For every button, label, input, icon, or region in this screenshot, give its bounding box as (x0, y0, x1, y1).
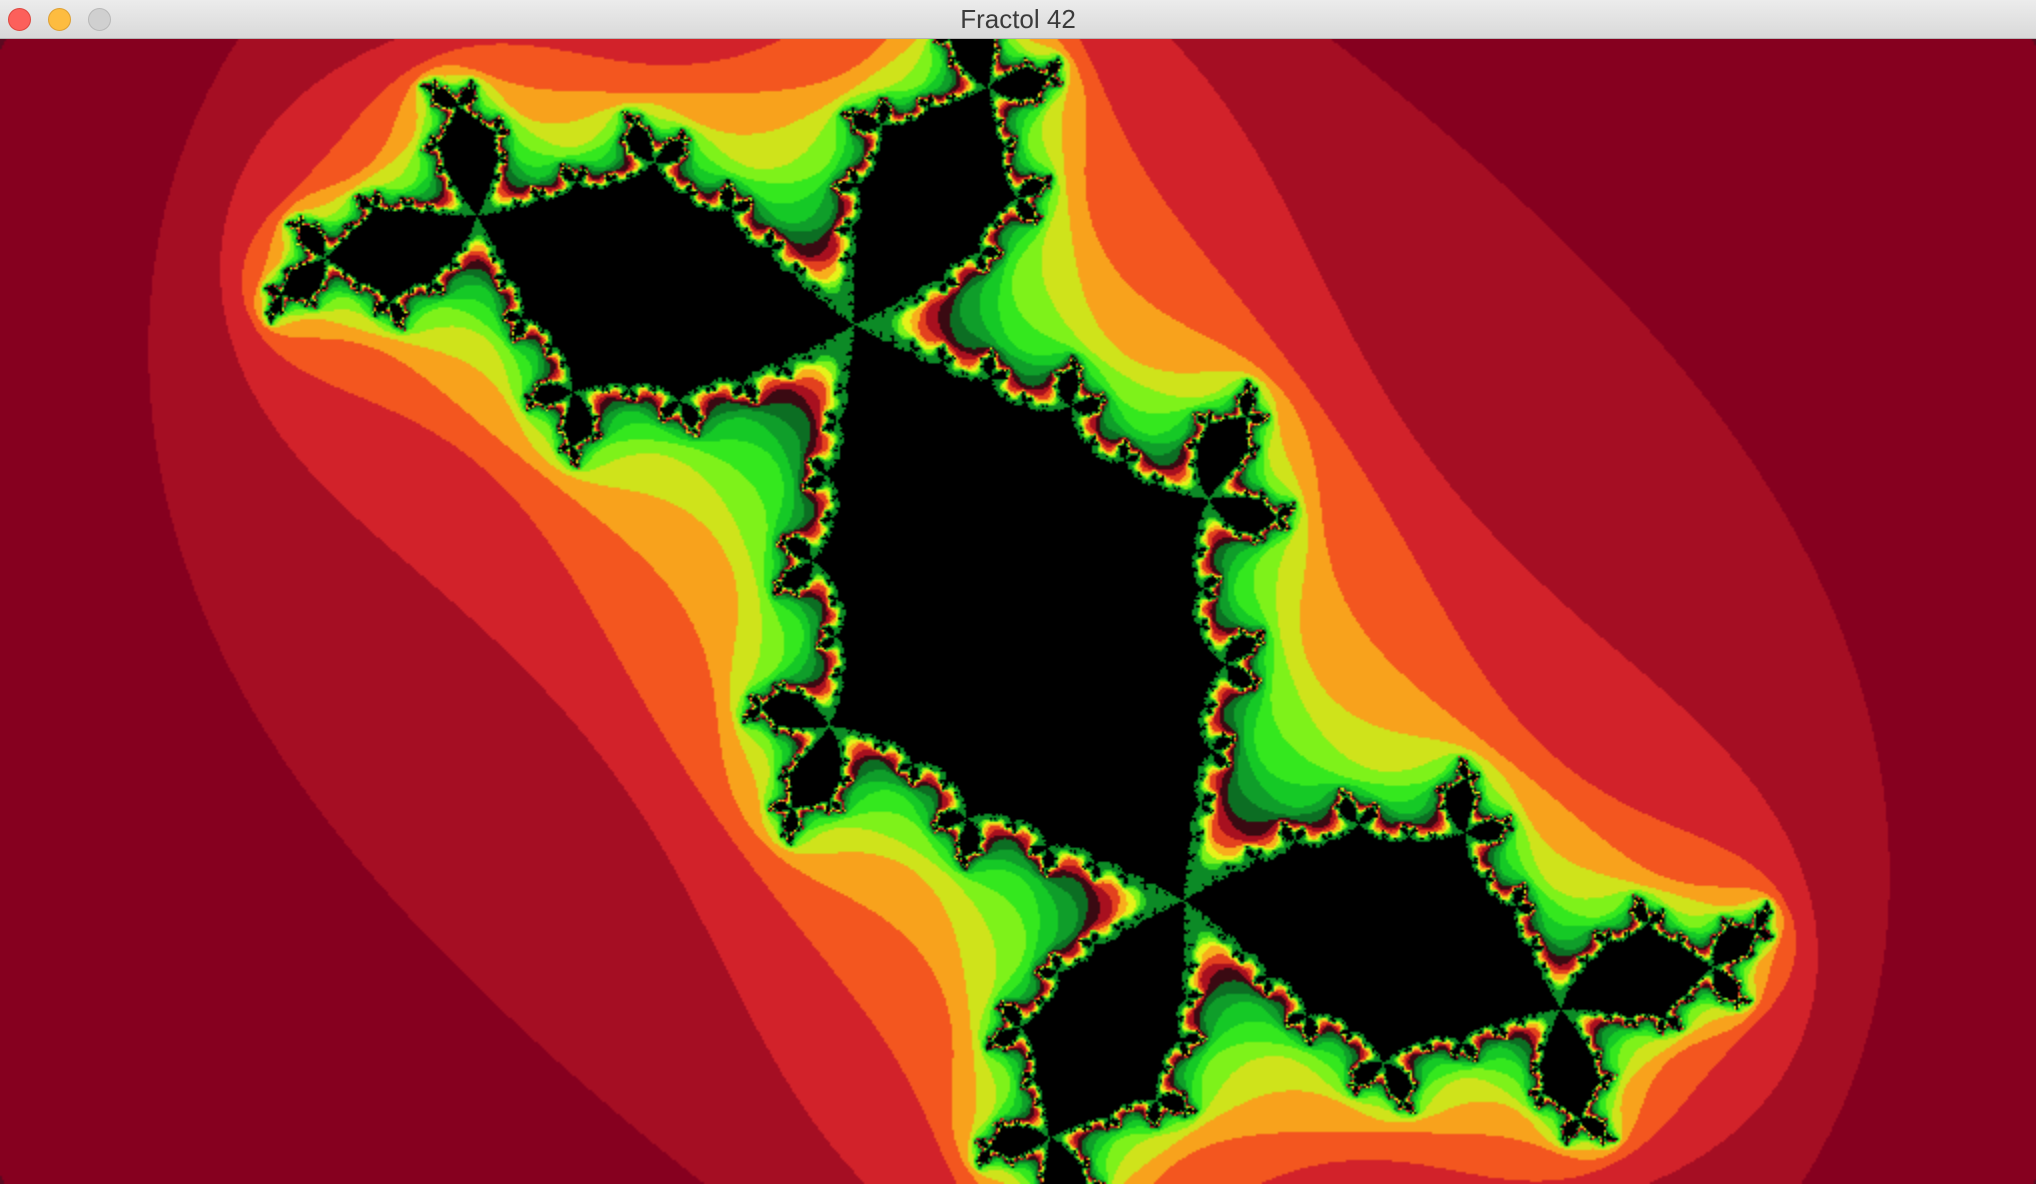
zoom-window-button[interactable] (88, 8, 111, 31)
fractal-canvas[interactable] (0, 39, 2036, 1184)
close-window-button[interactable] (8, 8, 31, 31)
title-bar[interactable]: Fractol 42 (0, 0, 2036, 39)
minimize-window-button[interactable] (48, 8, 71, 31)
window-title: Fractol 42 (960, 4, 1076, 34)
fractal-view[interactable] (0, 39, 2036, 1184)
